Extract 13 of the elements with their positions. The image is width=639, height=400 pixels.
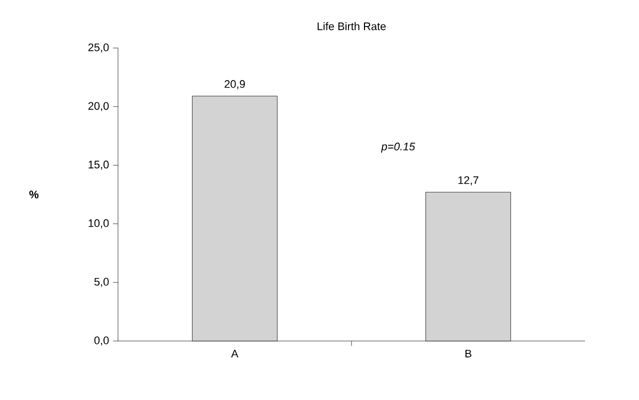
y-tick-label: 5,0 [94, 278, 109, 287]
data-label: 12,7 [458, 176, 478, 186]
annotation: p=0.15 [381, 142, 416, 153]
y-tick-label: 25,0 [88, 43, 109, 53]
y-tick-label: 15,0 [88, 160, 109, 170]
y-axis-title: % [29, 190, 39, 198]
x-tick-label: A [231, 350, 238, 358]
y-tick-label: 0,0 [94, 336, 109, 346]
data-label: 20,9 [224, 80, 245, 90]
y-tick-label: 10,0 [88, 219, 109, 228]
x-tick-label: B [466, 350, 472, 358]
y-tick-label: 20,0 [88, 102, 109, 112]
chart-title: Life Birth Rate [318, 22, 386, 30]
